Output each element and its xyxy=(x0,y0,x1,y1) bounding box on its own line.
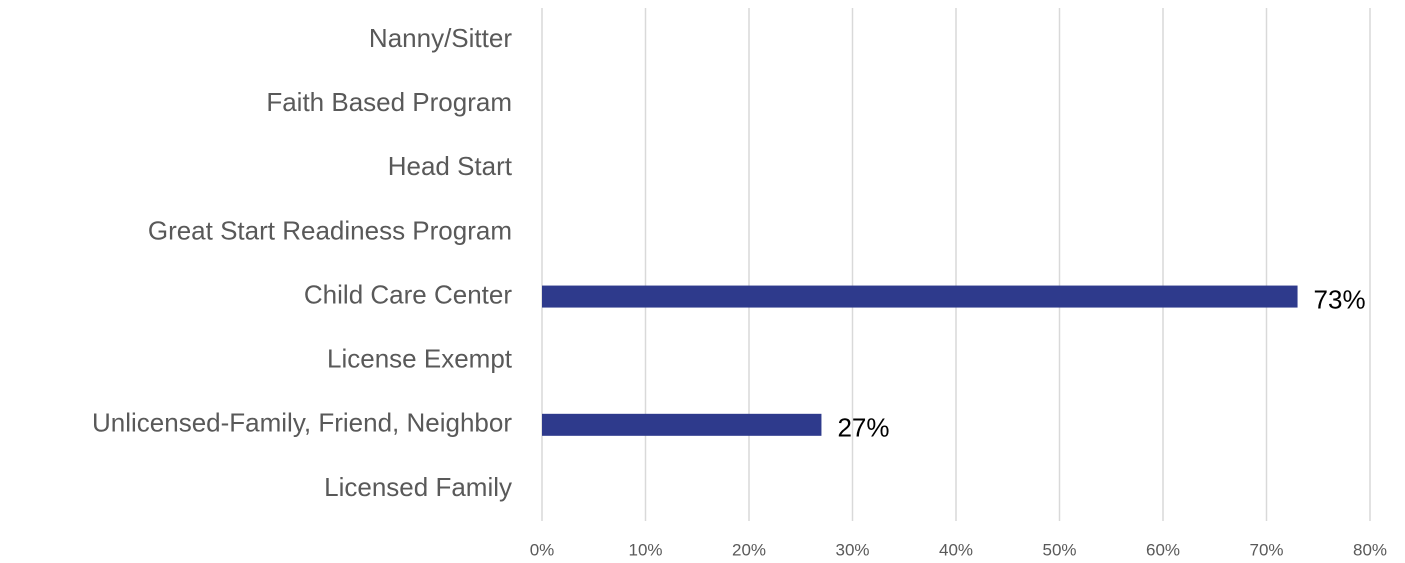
x-tick-label: 50% xyxy=(1042,540,1076,559)
x-tick-label: 80% xyxy=(1353,540,1387,559)
data-label: 73% xyxy=(1314,284,1366,314)
y-tick-label: License Exempt xyxy=(327,344,513,374)
data-label: 27% xyxy=(837,413,889,443)
x-tick-label: 30% xyxy=(835,540,869,559)
x-tick-label: 10% xyxy=(628,540,662,559)
bar xyxy=(542,413,822,436)
y-tick-label: Head Start xyxy=(388,151,513,181)
x-tick-label: 40% xyxy=(939,540,973,559)
y-tick-label: Child Care Center xyxy=(304,279,512,309)
x-tick-label: 20% xyxy=(732,540,766,559)
y-tick-label: Licensed Family xyxy=(324,472,512,502)
y-tick-label: Faith Based Program xyxy=(266,87,512,117)
x-tick-label: 70% xyxy=(1249,540,1283,559)
y-tick-label: Great Start Readiness Program xyxy=(148,215,512,245)
y-tick-label: Nanny/Sitter xyxy=(369,23,512,53)
x-tick-label: 0% xyxy=(530,540,555,559)
x-tick-label: 60% xyxy=(1146,540,1180,559)
bar xyxy=(542,285,1298,308)
y-tick-label: Unlicensed-Family, Friend, Neighbor xyxy=(92,408,512,438)
